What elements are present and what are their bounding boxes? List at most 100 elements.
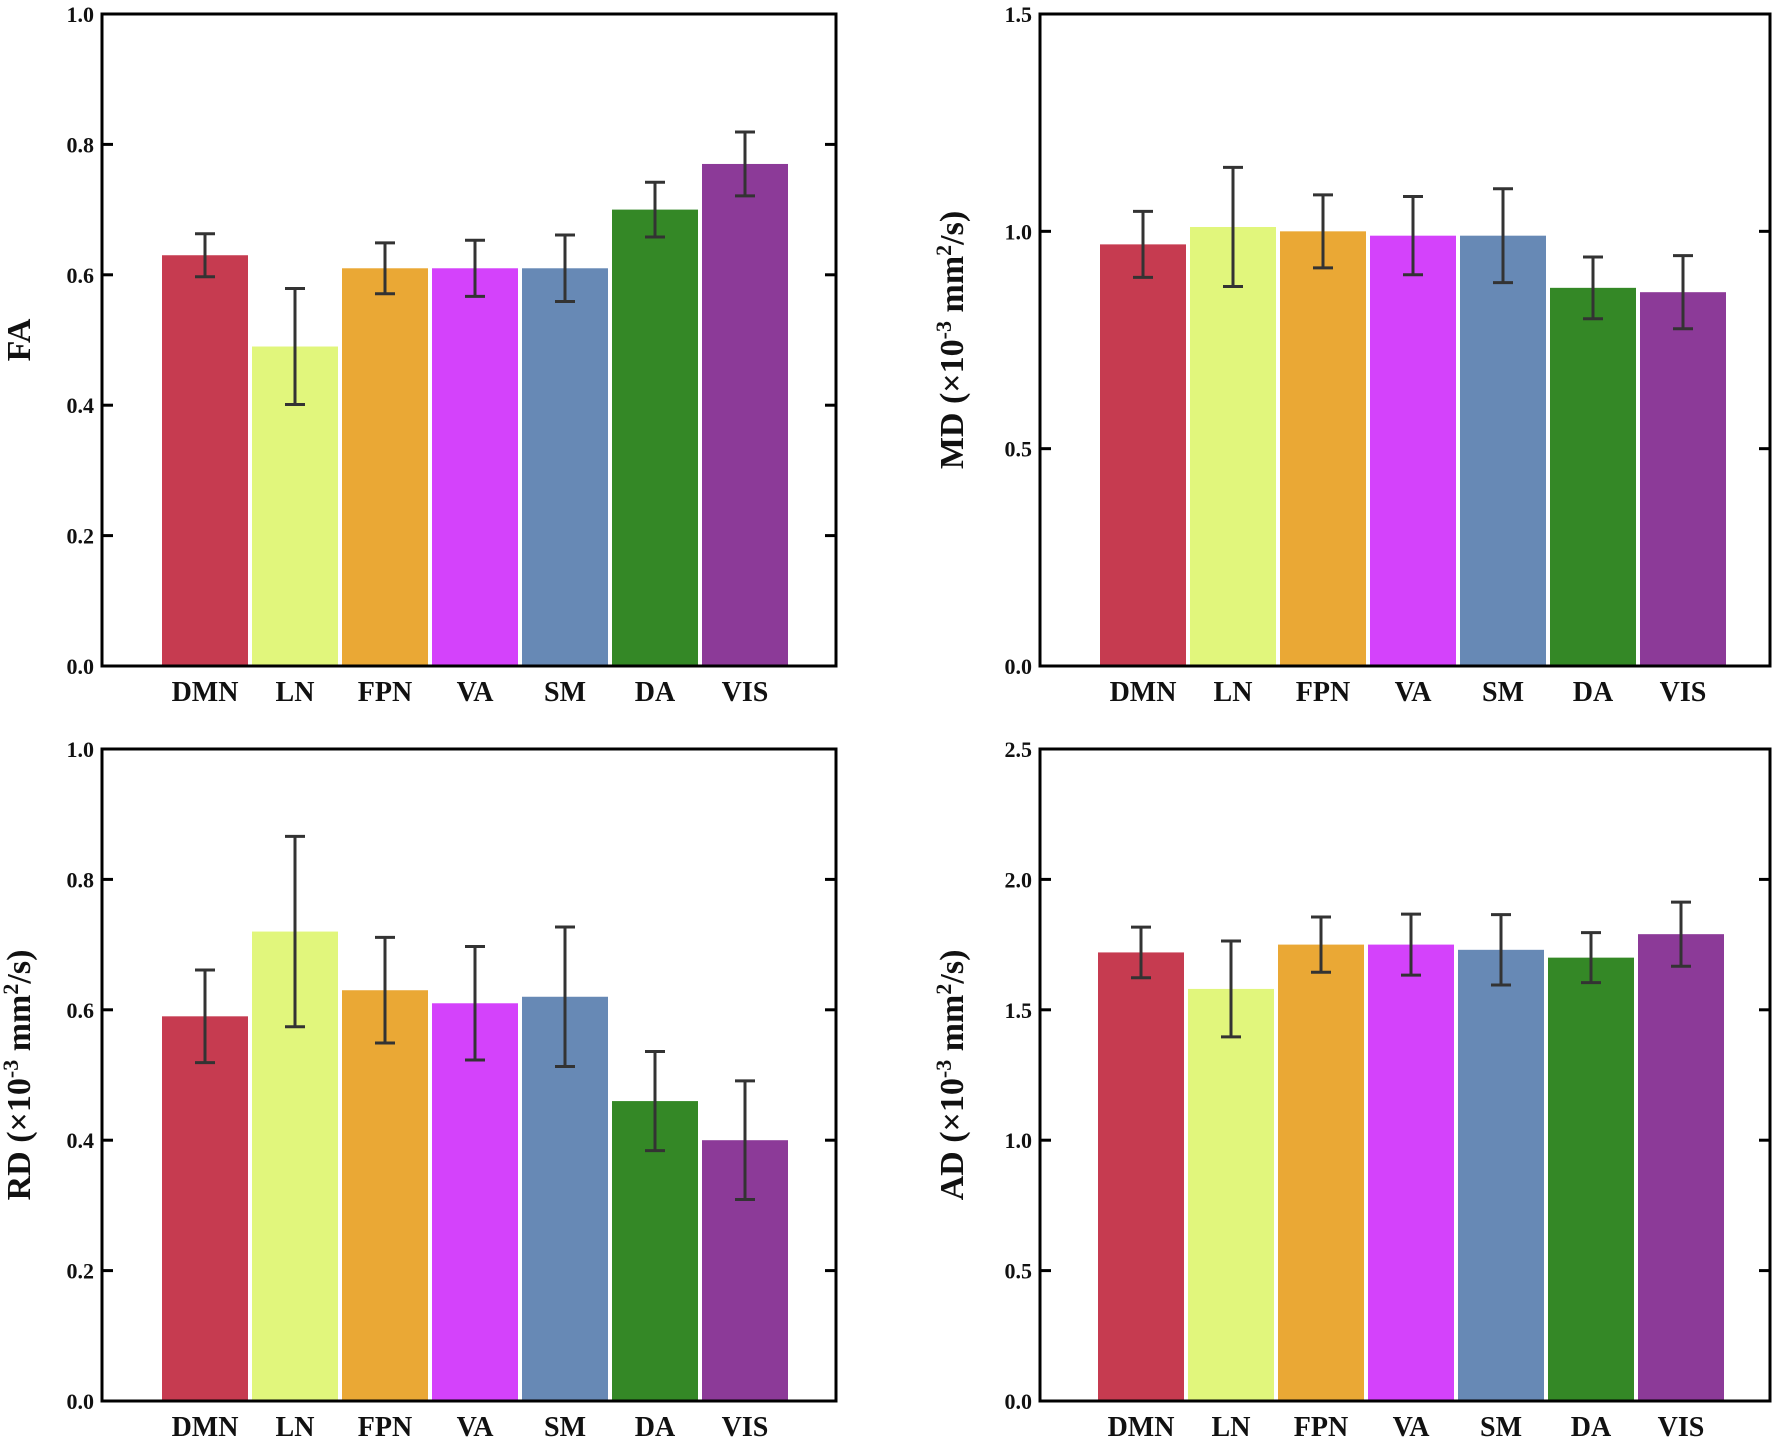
error-bar-ln [1223, 165, 1243, 289]
x-tick-label-sm: SM [1480, 1412, 1522, 1438]
x-tick-label-ln: LN [1212, 1412, 1251, 1438]
x-tick-label-va: VA [457, 677, 495, 708]
error-bar-da [1581, 931, 1601, 985]
x-tick-label-vis: VIS [722, 677, 769, 708]
y-tick-label: 1.0 [1005, 219, 1033, 244]
x-tick-label-dmn: DMN [172, 1412, 239, 1438]
y-tick-label: 0.8 [67, 132, 95, 157]
plot-frame [1038, 12, 1772, 668]
y-tick-label: 1.0 [67, 737, 95, 762]
y-tick-label: 0.4 [67, 1128, 95, 1153]
x-tick-label-vis: VIS [1658, 1412, 1705, 1438]
bar-sm [1458, 949, 1544, 1401]
x-tick-label-fpn: FPN [1294, 1412, 1348, 1438]
error-bar-dmn [195, 232, 215, 279]
bar-dmn [162, 255, 248, 667]
x-tick-label-sm: SM [544, 677, 586, 708]
error-bar-ln [285, 834, 305, 1029]
error-bar-fpn [375, 241, 395, 296]
plot-frame [1038, 747, 1772, 1403]
error-bar-va [465, 238, 485, 298]
y-tick-label: 0.0 [67, 654, 95, 679]
error-bar-fpn [375, 935, 395, 1045]
plot-frame [100, 12, 838, 668]
panel-fa: DMN LN FPN VA SM DA VIS 0.0 0.2 0.4 0.6 0.8 1.0 FA [1, 2, 838, 708]
y-tick-label: 0.0 [67, 1389, 95, 1414]
y-tick-label: 0.6 [67, 998, 95, 1023]
bar-fpn [342, 268, 428, 666]
bar-va [432, 1003, 518, 1401]
x-tick-label-dmn: DMN [1108, 1412, 1175, 1438]
y-tick-label: 0.0 [1005, 654, 1033, 679]
y-tick-label: 1.5 [1005, 998, 1033, 1023]
bar-ln [1190, 226, 1276, 666]
error-bar-va [1403, 195, 1423, 277]
x-tick-label-fpn: FPN [358, 1412, 412, 1438]
bar-vis [702, 163, 788, 666]
y-tick-label: 1.0 [67, 2, 95, 27]
bar-sm [1460, 235, 1546, 666]
error-bar-va [1401, 912, 1421, 977]
x-tick-label-da: DA [1571, 1412, 1612, 1438]
bar-dmn [162, 1016, 248, 1401]
y-tick-label: 0.8 [67, 867, 95, 892]
error-bar-va [465, 945, 485, 1062]
x-tick-label-ln: LN [276, 677, 315, 708]
x-tick-label-fpn: FPN [358, 677, 412, 708]
y-axis-label: AD (×10-3 mm2/s) [931, 950, 972, 1201]
bar-fpn [342, 990, 428, 1401]
bar-da [1548, 957, 1634, 1401]
error-bar-ln [1221, 939, 1241, 1039]
error-bar-vis [1673, 254, 1693, 331]
error-bar-dmn [195, 968, 215, 1065]
x-tick-label-dmn: DMN [1110, 677, 1177, 708]
x-tick-label-sm: SM [544, 1412, 586, 1438]
x-tick-label-ln: LN [1214, 677, 1253, 708]
error-bar-fpn [1311, 915, 1331, 974]
bar-dmn [1100, 244, 1186, 666]
error-bar-dmn [1133, 209, 1153, 279]
x-tick-label-fpn: FPN [1296, 677, 1350, 708]
x-tick-label-ln: LN [276, 1412, 315, 1438]
y-tick-label: 0.5 [1005, 437, 1033, 462]
error-bar-da [1583, 255, 1603, 321]
bar-fpn [1280, 231, 1366, 667]
bar-da [1550, 287, 1636, 666]
panel-ad: DMN LN FPN VA SM DA VIS 0.0 0.5 1.0 1.5 2.0 2.5 AD (×… [931, 737, 1772, 1438]
y-axis-label: RD (×10-3 mm2/s) [0, 950, 38, 1201]
error-bar-ln [285, 286, 305, 407]
x-tick-label-vis: VIS [1660, 677, 1707, 708]
error-bar-vis [1671, 900, 1691, 968]
x-tick-label-da: DA [635, 1412, 676, 1438]
bar-vis [1640, 292, 1726, 666]
error-bar-vis [735, 1079, 755, 1202]
y-axis-label: FA [1, 318, 38, 361]
y-tick-label: 0.0 [1005, 1389, 1033, 1414]
bar-ln [1188, 988, 1274, 1401]
plot-frame [100, 747, 838, 1403]
y-tick-label: 2.0 [1005, 867, 1033, 892]
bar-fpn [1278, 944, 1364, 1401]
y-tick-label: 0.5 [1005, 1259, 1033, 1284]
x-tick-label-vis: VIS [722, 1412, 769, 1438]
y-tick-label: 0.2 [67, 1259, 95, 1284]
bar-sm [522, 268, 608, 666]
panel-md: DMN LN FPN VA SM DA VIS 0.0 0.5 1.0 1.5 MD (×10-3 m… [931, 2, 1772, 708]
error-bar-da [645, 180, 665, 239]
y-tick-label: 1.5 [1005, 2, 1033, 27]
bar-dmn [1098, 952, 1184, 1401]
error-bar-dmn [1131, 925, 1151, 980]
bar-va [1368, 944, 1454, 1401]
panel-rd: DMN LN FPN VA SM DA VIS 0.0 0.2 0.4 0.6 0.8 1.0 RD (×… [0, 737, 838, 1438]
error-bar-vis [735, 130, 755, 198]
bar-va [1370, 235, 1456, 666]
x-tick-label-va: VA [457, 1412, 495, 1438]
error-bar-sm [555, 925, 575, 1069]
y-tick-label: 0.2 [67, 524, 95, 549]
bar-da [612, 209, 698, 666]
x-tick-label-va: VA [1395, 677, 1433, 708]
error-bar-da [645, 1050, 665, 1153]
bar-va [432, 268, 518, 666]
bar-vis [1638, 934, 1724, 1401]
